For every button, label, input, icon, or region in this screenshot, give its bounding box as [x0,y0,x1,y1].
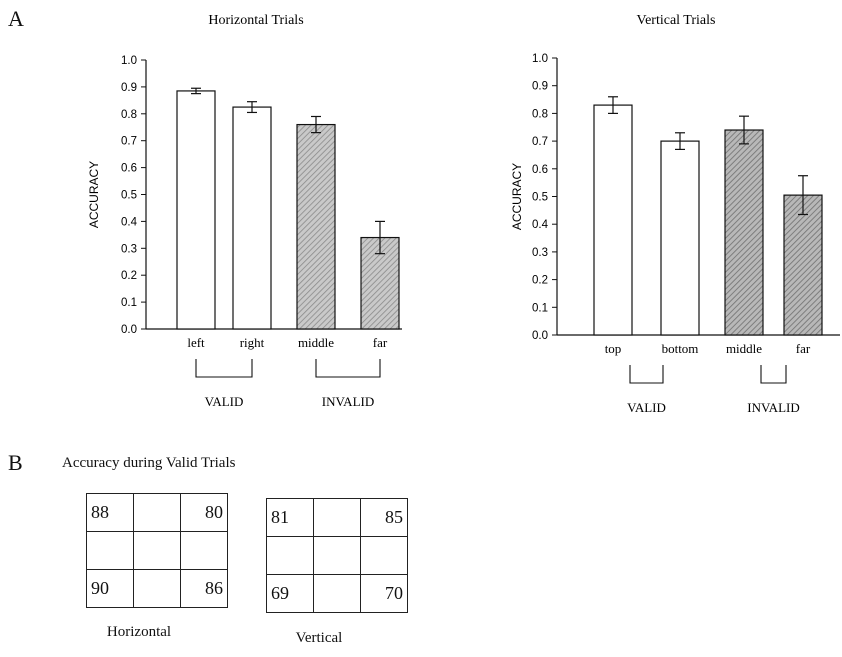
grid-row: 69 70 [266,574,408,613]
bar-right [232,106,272,330]
vertical-accuracy-grid: 81 85 69 70 [266,498,408,613]
grid-cell [133,531,181,570]
bar-top [593,104,633,336]
grid-cell [360,536,408,575]
x-tick-label: middle [298,335,334,350]
bar-left [176,90,216,330]
chart-title: Vertical Trials [637,13,716,28]
grid-cell: 90 [86,569,134,608]
panel-letter-a: A [8,6,24,31]
group-bracket [760,365,787,384]
grid-cell: 81 [266,498,314,537]
y-tick-label: 0.9 [121,82,137,94]
grid-cell: 69 [266,574,314,613]
grid-cell [86,531,134,570]
grid-row: 81 85 [266,498,408,537]
x-tick-label: top [605,341,622,356]
grid-cell [313,574,361,613]
x-tick-label: far [373,335,388,350]
y-tick-label: 0.5 [532,192,548,204]
x-tick-label: bottom [662,341,699,356]
y-tick-label: 0.0 [121,324,137,336]
y-axis-label: ACCURACY [87,161,101,228]
horizontal-grid-label: Horizontal [106,624,172,640]
grid-cell: 88 [86,493,134,532]
y-tick-label: 0.4 [532,219,549,231]
y-tick-label: 0.5 [121,190,137,202]
grid-cell [133,569,181,608]
panel-letter-b: B [8,450,23,475]
y-tick-label: 0.6 [121,163,137,175]
y-tick-label: 0.0 [532,330,548,342]
y-tick-label: 0.6 [532,164,548,176]
vertical-grid-label: Vertical [295,630,343,646]
grid-cell [133,493,181,532]
group-bracket [195,359,253,378]
y-tick-label: 0.2 [121,270,137,282]
group-label: VALID [205,394,244,409]
x-tick-label: far [796,341,811,356]
grid-row [266,536,408,575]
panel-b-title: Accuracy during Valid Trials [62,455,236,471]
horizontal-trials-chart: Horizontal Trials 0.0 0.1 0.2 0.3 0.4 0.5 0.6 0.… [87,13,402,409]
grid-cell [180,531,228,570]
group-label: VALID [627,400,666,415]
grid-cell: 85 [360,498,408,537]
y-tick-label: 0.3 [121,243,137,255]
y-tick-label: 0.3 [532,247,548,259]
y-axis-label: ACCURACY [510,163,524,230]
y-tick-label: 0.8 [121,109,137,121]
grid-cell [313,498,361,537]
horizontal-accuracy-grid: 88 80 90 86 [86,493,228,608]
grid-cell: 86 [180,569,228,608]
y-tick-label: 1.0 [121,55,137,67]
y-tick-label: 1.0 [532,53,548,65]
y-tick-label: 0.7 [121,136,137,148]
grid-cell [266,536,314,575]
y-tick-label: 0.7 [532,136,548,148]
bar-middle [296,123,336,330]
grid-cell [313,536,361,575]
grid-row: 88 80 [86,493,228,532]
bar-middle [724,129,764,336]
grid-row [86,531,228,570]
group-bracket [629,365,664,384]
grid-cell: 80 [180,493,228,532]
chart-title: Horizontal Trials [208,13,303,28]
grid-row: 90 86 [86,569,228,608]
y-tick-label: 0.1 [121,297,137,309]
group-bracket [315,359,381,378]
y-tick-label: 0.4 [121,216,138,228]
x-tick-label: right [240,335,265,350]
x-tick-label: left [187,335,205,350]
grid-cell: 70 [360,574,408,613]
y-tick-label: 0.1 [532,302,548,314]
x-tick-label: middle [726,341,762,356]
y-tick-label: 0.9 [532,81,548,93]
bar-bottom [660,140,700,336]
y-tick-label: 0.2 [532,275,548,287]
group-label: INVALID [322,394,374,409]
vertical-trials-chart: Vertical Trials 0.0 0.1 0.2 0.3 0.4 0.5 0.6 0.7 0… [510,13,840,415]
bar-far [783,194,823,336]
y-tick-label: 0.8 [532,108,548,120]
group-label: INVALID [747,400,799,415]
